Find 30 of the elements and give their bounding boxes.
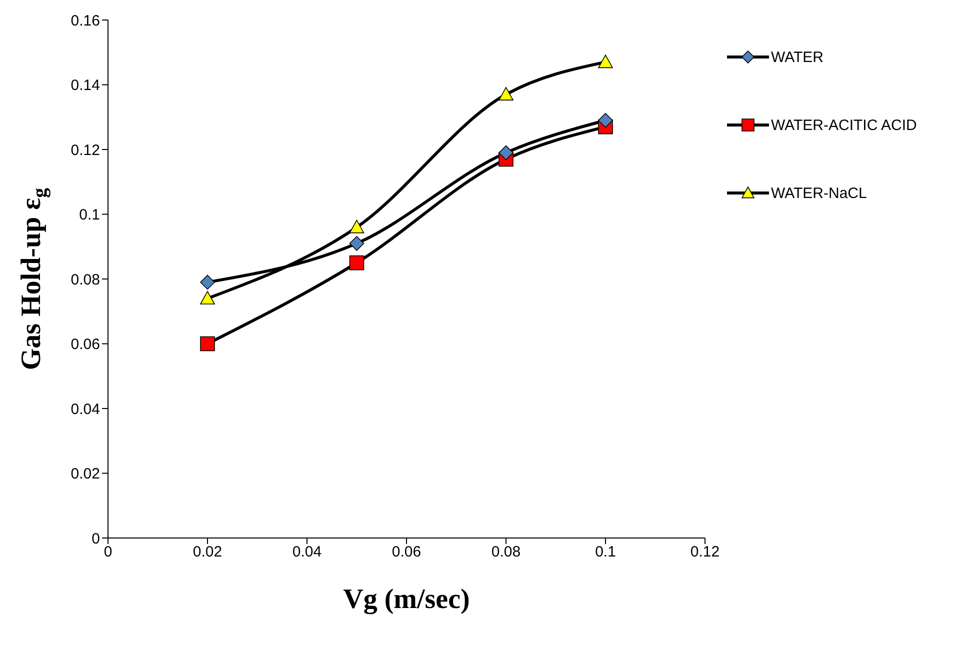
point	[349, 220, 364, 234]
y-tick-label: 0.16	[70, 12, 100, 30]
y-tick-label: 0.08	[70, 271, 100, 288]
point	[498, 145, 514, 160]
legend-label: WATER-ACITIC ACID	[771, 116, 917, 134]
point	[598, 54, 613, 68]
x-tick-label: 0.02	[192, 544, 222, 561]
point	[349, 236, 364, 251]
point	[200, 274, 215, 290]
x-tick-label: 0	[104, 544, 112, 561]
x-tick-label: 0.06	[392, 544, 422, 561]
y-tick-label: 0.02	[70, 466, 100, 483]
y-tick-label: 0.14	[70, 77, 100, 94]
y-tick-label: 0.04	[70, 400, 100, 418]
x-tick-label: 0.12	[690, 544, 720, 561]
legend-label: WATER	[771, 48, 824, 66]
point	[200, 291, 215, 304]
y-tick-label: 0.12	[70, 142, 100, 159]
point	[200, 336, 215, 352]
point	[349, 255, 364, 270]
legend-label: WATER-NaCL	[771, 184, 867, 202]
point	[498, 87, 514, 100]
x-tick-label: 0.04	[292, 544, 322, 561]
y-tick-label: 0.1	[79, 206, 100, 224]
point	[598, 112, 613, 128]
y-tick-label: 0.06	[70, 336, 100, 354]
x-tick-label: 0.08	[491, 544, 521, 561]
x-tick-label: 0.1	[595, 544, 616, 561]
y-tick-label: 0	[92, 530, 100, 548]
x-axis-title: Vg (m/sec)	[343, 584, 470, 615]
